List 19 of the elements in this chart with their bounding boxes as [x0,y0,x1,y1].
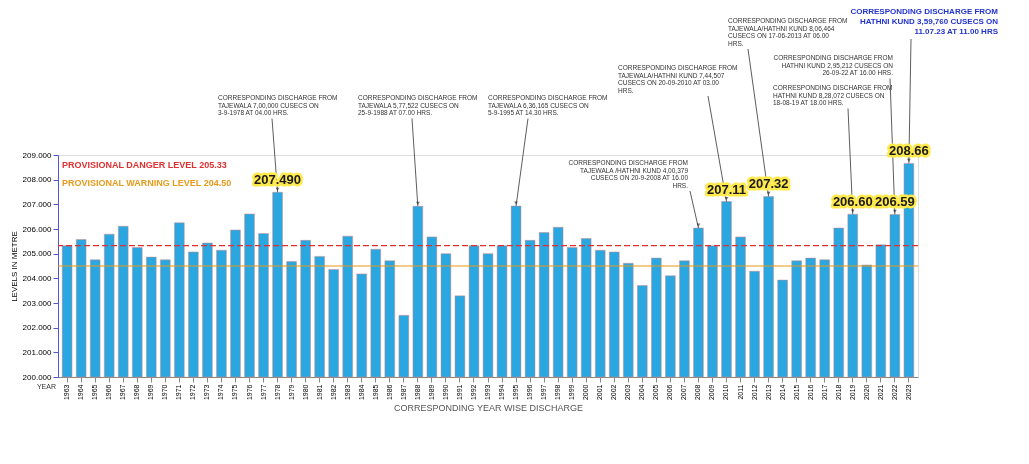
y-tick-label: 205.000 [22,249,53,259]
y-tick-label: 206.000 [22,224,53,234]
y-tick-label: 208.000 [22,175,53,185]
y-tick-label: 201.000 [22,347,53,357]
ref-line-label: PROVISIONAL WARNING LEVEL 204.50 [62,178,232,188]
data-label: 207.490 [254,172,302,188]
y-tick-label: 202.000 [22,323,53,333]
y-tick-label: 203.000 [22,298,53,308]
x-axis-title: CORRESPONDING YEAR WISE DISCHARGE [394,403,583,414]
y-tick-label: 209.000 [22,150,53,160]
data-label: 206.60 [832,194,873,210]
y-axis-title: LEVELS IN METRE [9,231,19,302]
y-tick-label: 207.000 [22,199,53,209]
y-tick-label: 200.000 [22,372,53,382]
data-label: 207.11 [706,181,747,197]
ref-line-label: PROVISIONAL DANGER LEVEL 205.33 [62,160,227,170]
y-tick-label: 204.000 [22,273,53,283]
annotation: CORRESPONDING DISCHARGE FROM HATHNI KUND 3,59,760 CUSECS ON 11.07.23 AT 11.00 HRS [850,7,999,36]
data-label: 207.32 [748,176,789,192]
